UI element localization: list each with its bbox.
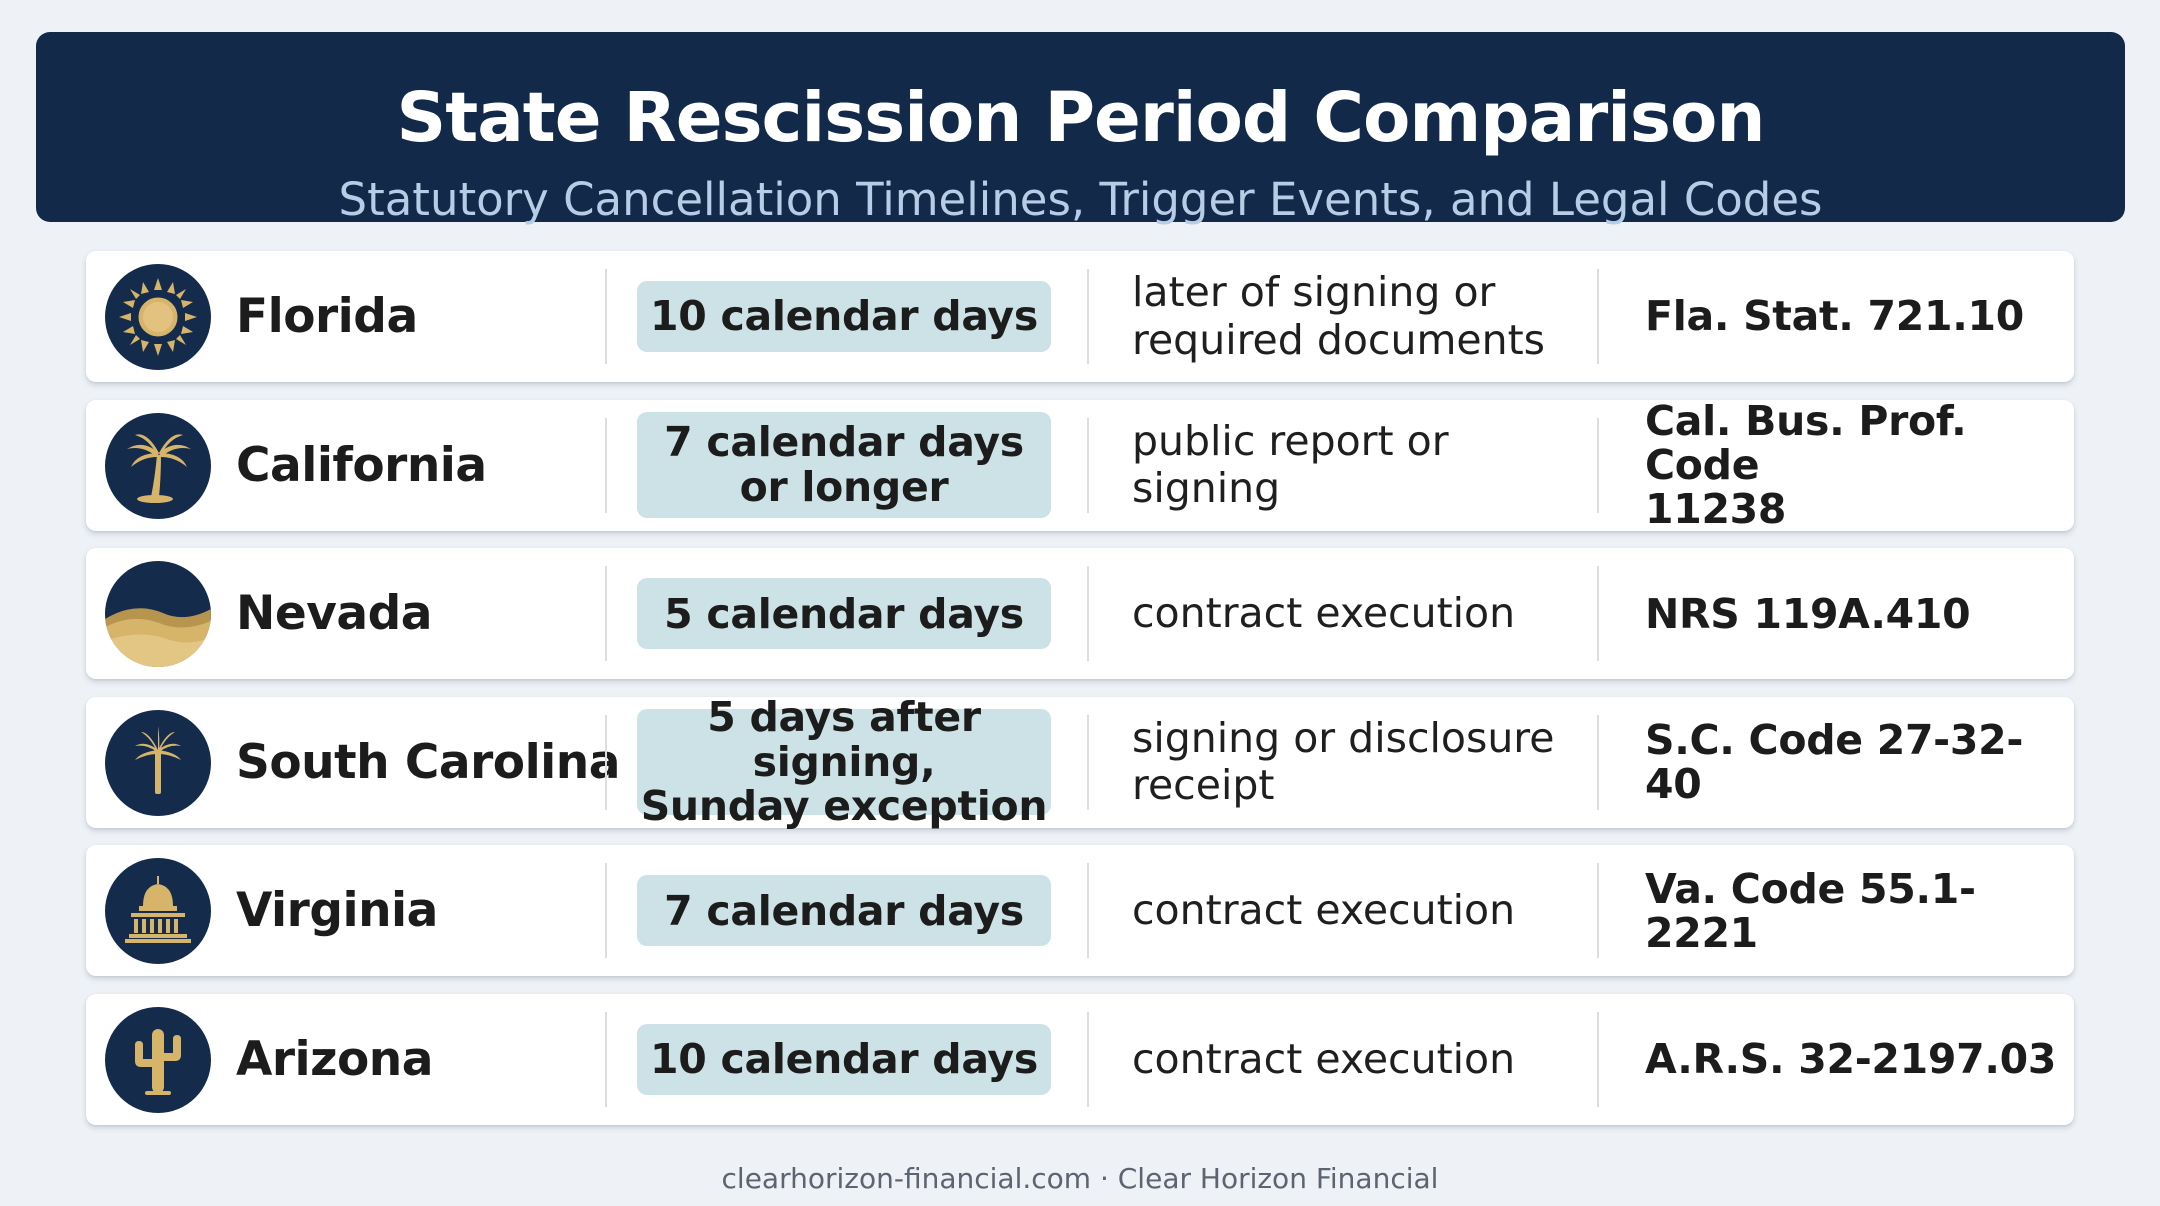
sun-icon [105,264,211,370]
column-divider [1597,1011,1599,1107]
legal-code: S.C. Code 27-32-40 [1645,716,2024,809]
trigger-event: contract execution [1132,588,1516,637]
state-name: Florida [236,289,418,344]
trigger-event: signing or disclosure receipt [1132,713,1555,810]
state-row-arizona: Arizona 10 calendar days contract execut… [86,993,2074,1125]
footer-credit: clearhorizon-financial.com · Clear Horiz… [721,1162,1439,1195]
cactus-icon [105,1006,211,1113]
trigger-event: contract execution [1132,886,1516,935]
rescission-period-badge: 7 calendar days [637,875,1051,947]
column-divider [1087,269,1089,364]
trigger-event: contract execution [1132,1034,1516,1083]
column-divider [605,417,607,513]
rescission-period-badge: 10 calendar days [637,1023,1051,1095]
column-divider [605,863,607,959]
state-row-south-carolina: South Carolina 5 days after signing, Sun… [86,695,2074,828]
state-comparison-list: Florida 10 calendar days later of signin… [86,251,2074,1143]
state-name: Virginia [236,883,438,939]
column-divider [1087,863,1089,959]
state-name: Nevada [236,586,432,642]
column-divider [1087,566,1089,662]
column-divider [1597,269,1599,364]
trigger-event: later of signing or required documents [1132,267,1546,364]
column-divider [1597,417,1599,513]
column-divider [605,566,607,662]
legal-code: Fla. Stat. 721.10 [1645,292,2024,341]
rescission-period-badge: 5 calendar days [637,578,1051,650]
state-row-virginia: Virginia 7 calendar days contract execut… [86,845,2074,977]
legal-code: NRS 119A.410 [1645,589,1971,638]
page-title: State Rescission Period Comparison [396,78,1766,158]
legal-code: A.R.S. 32-2197.03 [1645,1035,2057,1084]
column-divider [1597,714,1599,810]
column-divider [1597,566,1599,662]
legal-code: Cal. Bus. Prof. Code 11238 [1645,396,1967,534]
rescission-period-badge: 5 days after signing, Sunday exception [637,695,1051,828]
state-row-nevada: Nevada 5 calendar days contract executio… [86,548,2074,680]
rescission-period-badge: 10 calendar days [637,281,1051,352]
state-name: South Carolina [236,734,620,790]
column-divider [1087,417,1089,513]
column-divider [1597,863,1599,959]
page-subtitle: Statutory Cancellation Timelines, Trigge… [338,173,1823,226]
legal-code: Va. Code 55.1-2221 [1645,864,1976,957]
palmetto-tree-icon [105,709,211,816]
capitol-building-icon [105,858,211,965]
header-banner: State Rescission Period Comparison Statu… [36,32,2125,222]
column-divider [605,1011,607,1107]
column-divider [605,269,607,364]
state-row-california: California 7 calendar days or longer pub… [86,396,2074,534]
desert-dunes-icon [105,561,211,668]
column-divider [605,714,607,810]
state-name: California [236,437,487,493]
column-divider [1087,714,1089,810]
trigger-event: public report or signing [1132,416,1449,513]
state-row-florida: Florida 10 calendar days later of signin… [86,251,2074,382]
palm-tree-icon [105,412,211,519]
rescission-period-badge: 7 calendar days or longer [637,411,1051,518]
state-name: Arizona [236,1031,433,1087]
column-divider [1087,1011,1089,1107]
